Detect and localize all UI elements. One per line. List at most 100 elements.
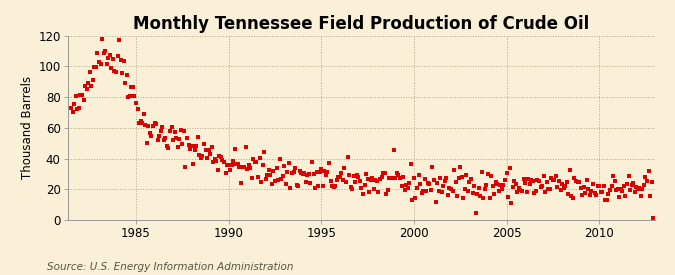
Point bbox=[75, 92, 86, 97]
Point bbox=[479, 187, 490, 192]
Point bbox=[81, 87, 92, 91]
Point bbox=[273, 178, 284, 182]
Point bbox=[330, 184, 341, 188]
Point bbox=[186, 144, 197, 148]
Y-axis label: Thousand Barrels: Thousand Barrels bbox=[21, 76, 34, 180]
Point bbox=[94, 59, 105, 64]
Point bbox=[585, 192, 595, 197]
Point bbox=[555, 188, 566, 192]
Point bbox=[438, 184, 449, 188]
Point bbox=[215, 155, 226, 159]
Point bbox=[473, 186, 484, 190]
Point bbox=[106, 66, 117, 71]
Point bbox=[154, 134, 165, 138]
Point bbox=[526, 177, 537, 182]
Point bbox=[521, 190, 532, 194]
Point bbox=[589, 191, 600, 195]
Point bbox=[277, 174, 288, 178]
Point bbox=[311, 170, 322, 175]
Point bbox=[92, 51, 103, 56]
Point bbox=[291, 183, 302, 188]
Point bbox=[209, 157, 220, 162]
Point bbox=[412, 186, 423, 190]
Point bbox=[350, 180, 360, 185]
Point bbox=[510, 182, 521, 186]
Point bbox=[78, 98, 89, 102]
Point bbox=[268, 169, 279, 173]
Point bbox=[246, 176, 257, 180]
Point bbox=[487, 183, 498, 188]
Point bbox=[595, 190, 606, 195]
Point bbox=[629, 190, 640, 194]
Point bbox=[290, 166, 300, 170]
Point bbox=[566, 194, 576, 198]
Point bbox=[429, 177, 439, 182]
Point bbox=[529, 191, 540, 196]
Point bbox=[592, 184, 603, 188]
Point bbox=[594, 184, 605, 188]
Point bbox=[407, 197, 418, 202]
Point bbox=[129, 94, 140, 98]
Point bbox=[543, 186, 554, 191]
Point bbox=[248, 157, 259, 161]
Point bbox=[118, 59, 129, 63]
Point bbox=[280, 182, 291, 186]
Point bbox=[111, 70, 122, 75]
Point bbox=[126, 85, 137, 90]
Point bbox=[560, 184, 570, 189]
Point bbox=[142, 141, 153, 145]
Point bbox=[269, 178, 280, 183]
Point bbox=[244, 163, 254, 167]
Point bbox=[299, 171, 310, 175]
Point bbox=[421, 189, 432, 193]
Point bbox=[211, 158, 221, 163]
Point bbox=[252, 175, 263, 179]
Point bbox=[554, 179, 564, 183]
Point bbox=[572, 180, 583, 185]
Point bbox=[354, 179, 365, 184]
Point bbox=[198, 142, 209, 147]
Point bbox=[80, 84, 90, 88]
Title: Monthly Tennessee Field Production of Crude Oil: Monthly Tennessee Field Production of Cr… bbox=[133, 15, 589, 33]
Point bbox=[600, 198, 611, 203]
Point bbox=[256, 179, 267, 184]
Point bbox=[100, 49, 111, 53]
Point bbox=[404, 181, 414, 185]
Point bbox=[586, 188, 597, 193]
Point bbox=[345, 185, 356, 190]
Point bbox=[322, 170, 333, 174]
Point bbox=[444, 186, 455, 190]
Point bbox=[402, 185, 413, 190]
Point bbox=[271, 166, 282, 170]
Point bbox=[637, 187, 648, 191]
Point bbox=[531, 189, 541, 193]
Point bbox=[285, 185, 296, 190]
Point bbox=[472, 192, 483, 196]
Point bbox=[360, 172, 371, 176]
Point bbox=[358, 192, 369, 196]
Point bbox=[300, 180, 311, 184]
Point bbox=[143, 124, 154, 129]
Point bbox=[123, 95, 134, 99]
Point bbox=[369, 187, 379, 191]
Point bbox=[443, 193, 454, 197]
Point bbox=[169, 129, 180, 134]
Point bbox=[603, 192, 614, 197]
Point bbox=[259, 150, 269, 154]
Point bbox=[398, 175, 408, 179]
Point bbox=[483, 171, 493, 176]
Point bbox=[464, 180, 475, 184]
Point bbox=[352, 172, 362, 177]
Point bbox=[643, 169, 654, 173]
Point bbox=[362, 177, 373, 182]
Point bbox=[385, 176, 396, 180]
Point bbox=[237, 165, 248, 169]
Point bbox=[414, 182, 425, 186]
Point bbox=[618, 184, 629, 188]
Point bbox=[390, 176, 401, 180]
Point bbox=[537, 183, 547, 188]
Point bbox=[89, 65, 100, 69]
Point bbox=[512, 189, 522, 194]
Point bbox=[580, 191, 591, 196]
Point bbox=[182, 136, 192, 141]
